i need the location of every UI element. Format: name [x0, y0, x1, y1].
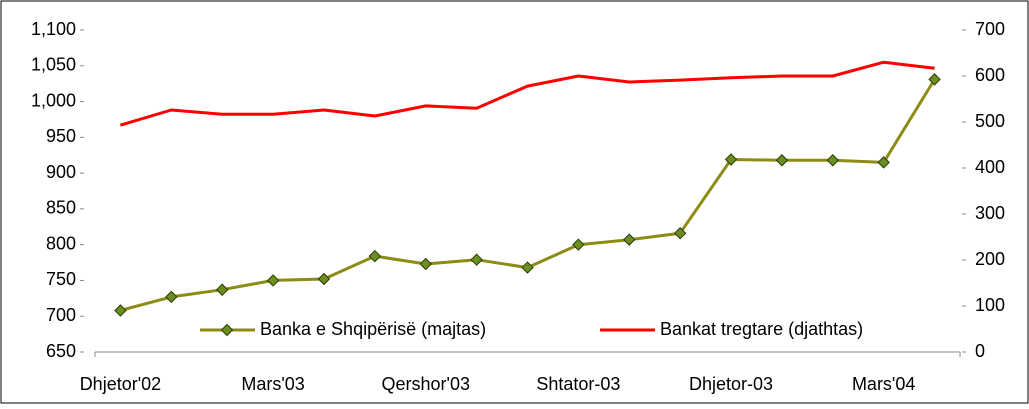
y2-tick-label: 300	[975, 203, 1005, 223]
marker	[877, 156, 890, 169]
marker	[572, 238, 585, 251]
y2-tick-label: 100	[975, 295, 1005, 315]
marker	[215, 283, 229, 296]
y-tick-label: 750	[46, 269, 76, 289]
marker	[317, 272, 331, 286]
legend-label: Bankat tregtare (djathtas)	[660, 319, 863, 339]
x-tick-label: Qershor'03	[381, 374, 469, 394]
marker	[673, 227, 687, 240]
y-tick-label: 1,100	[31, 19, 76, 39]
marker	[826, 154, 840, 167]
y-tick-label: 1,050	[31, 55, 76, 75]
y2-tick-label: 500	[975, 111, 1005, 131]
y2-tick-label: 700	[975, 19, 1005, 39]
y-tick-label: 650	[46, 341, 76, 361]
marker	[775, 154, 789, 167]
marker	[419, 257, 432, 271]
y-tick-label: 950	[46, 126, 76, 146]
legend-bg	[198, 317, 593, 343]
y-tick-label: 1,000	[31, 90, 76, 110]
marker	[470, 253, 483, 266]
marker	[928, 73, 941, 86]
legend-bg	[598, 317, 960, 343]
x-tick-label: Mars'04	[852, 374, 915, 394]
y2-tick-label: 400	[975, 157, 1005, 177]
x-tick-label: Shtator-03	[536, 374, 620, 394]
marker	[623, 233, 636, 246]
y-tick-label: 800	[46, 233, 76, 253]
y2-tick-label: 200	[975, 249, 1005, 269]
y-tick-label: 900	[46, 162, 76, 182]
series-line	[119, 60, 935, 127]
y-tick-label: 700	[46, 305, 76, 325]
legend-marker	[220, 323, 234, 337]
marker	[266, 274, 280, 287]
y2-tick-label: 600	[975, 65, 1005, 85]
marker	[114, 304, 127, 317]
x-tick-label: Dhjetor'02	[80, 374, 161, 394]
marker	[368, 249, 382, 263]
y2-tick-label: 0	[975, 341, 985, 361]
x-tick-label: Dhjetor-03	[689, 374, 773, 394]
x-tick-label: Mars'03	[241, 374, 304, 394]
y-tick-label: 850	[46, 198, 76, 218]
marker	[724, 153, 738, 166]
marker	[521, 261, 534, 274]
legend-label: Banka e Shqipërisë (majtas)	[260, 319, 486, 339]
marker	[165, 290, 178, 304]
